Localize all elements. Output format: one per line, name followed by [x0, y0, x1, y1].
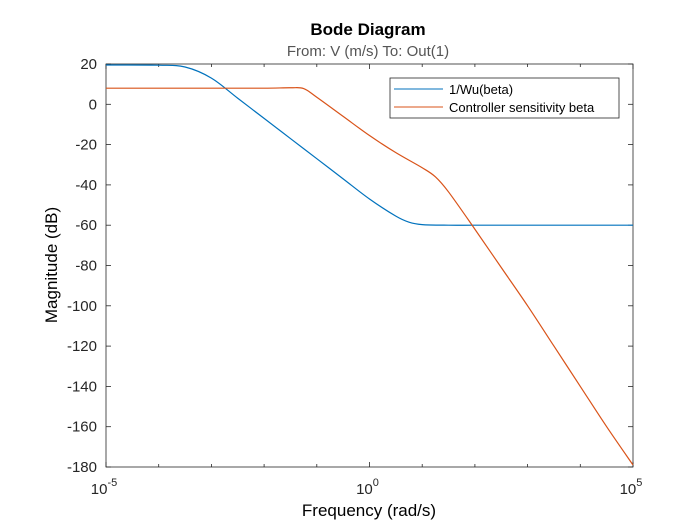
- x-tick-label: 100: [356, 477, 379, 498]
- series-line-2: [106, 87, 634, 466]
- plot-area: [105, 63, 634, 468]
- y-tick-label: -180: [67, 459, 97, 476]
- series-lines: [105, 64, 634, 466]
- legend: 1/Wu(beta) Controller sensitivity beta: [389, 77, 620, 119]
- legend-label-2: Controller sensitivity beta: [449, 100, 595, 115]
- x-axis-label: Frequency (rad/s): [302, 501, 436, 520]
- x-tick-exponent: 5: [636, 477, 642, 489]
- y-tick-label: -120: [67, 338, 97, 355]
- chart-title: Bode Diagram: [310, 20, 425, 39]
- y-axis-tick-labels: 20 0 -20 -40 -60 -80 -100 -120 -140 -160 -180: [67, 56, 97, 476]
- y-tick-label: 20: [80, 56, 97, 73]
- x-tick-exponent: -5: [107, 477, 117, 489]
- x-tick-base: 10: [356, 481, 373, 498]
- y-tick-label: -60: [75, 217, 97, 234]
- y-tick-label: -100: [67, 298, 97, 315]
- legend-label-1: 1/Wu(beta): [449, 82, 513, 97]
- x-tick-label: 105: [620, 477, 643, 498]
- x-tick-base: 10: [91, 481, 108, 498]
- series-line-1: [105, 64, 633, 226]
- x-tick-label: 10-5: [91, 477, 117, 498]
- y-tick-label: -140: [67, 378, 97, 395]
- legend-box: [389, 77, 620, 119]
- x-axis-tick-labels: 10-5 100 105: [91, 477, 643, 498]
- axis-ticks: [105, 63, 634, 468]
- y-tick-label: -160: [67, 419, 97, 436]
- chart-subtitle: From: V (m/s) To: Out(1): [287, 43, 449, 60]
- y-axis-label: Magnitude (dB): [42, 207, 61, 323]
- y-tick-label: -80: [75, 258, 97, 275]
- y-tick-label: -20: [75, 137, 97, 154]
- y-tick-label: 0: [89, 96, 97, 113]
- x-tick-exponent: 0: [373, 477, 379, 489]
- y-tick-label: -40: [75, 177, 97, 194]
- x-tick-base: 10: [620, 481, 637, 498]
